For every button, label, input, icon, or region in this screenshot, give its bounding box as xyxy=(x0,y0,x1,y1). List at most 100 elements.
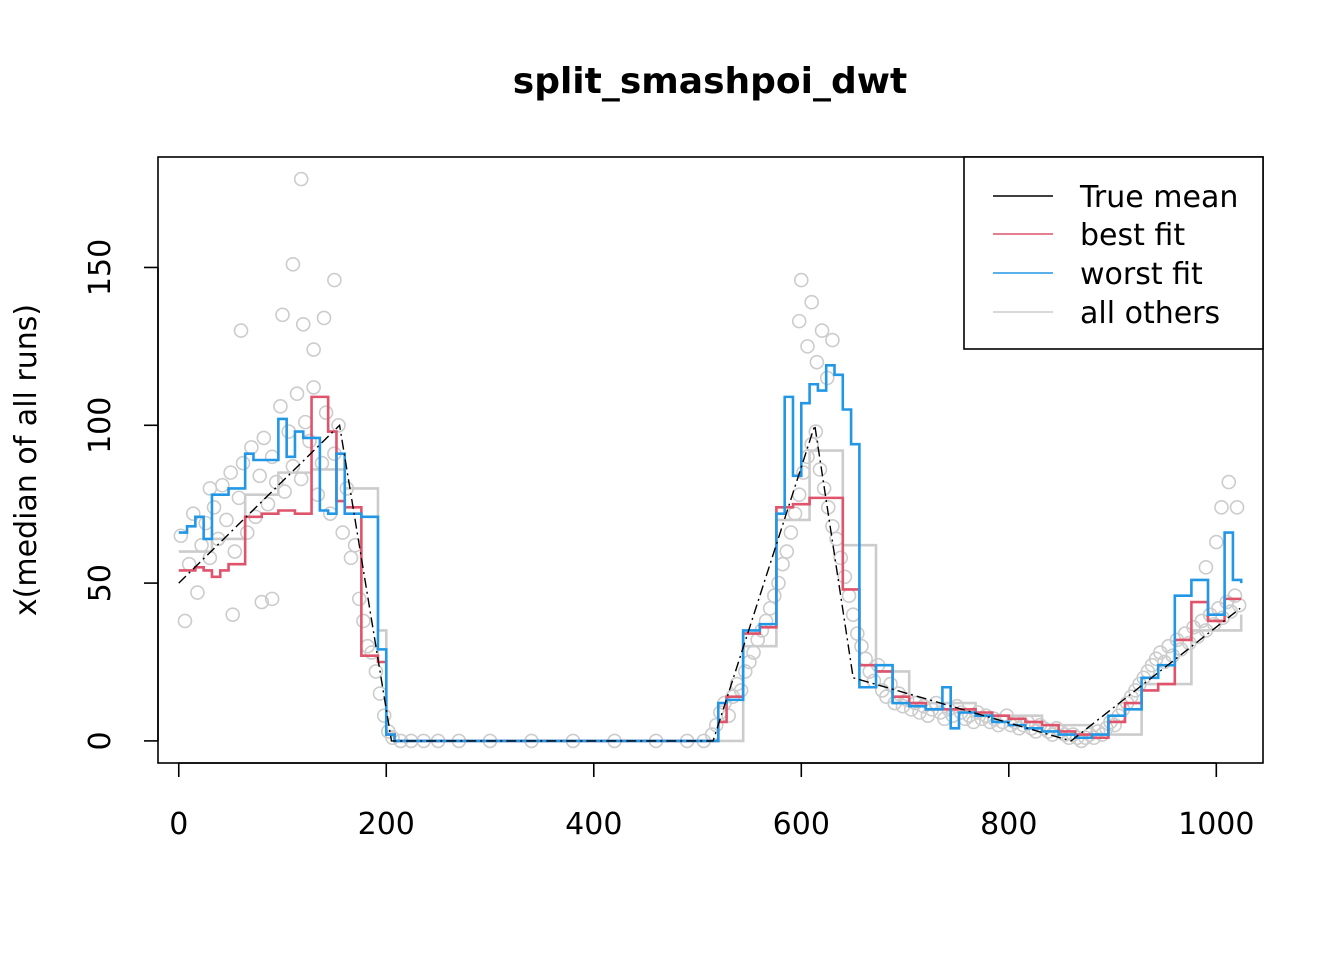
x-tick-label: 400 xyxy=(565,807,622,842)
data-point xyxy=(306,342,321,357)
data-point xyxy=(331,417,346,433)
data-point xyxy=(335,525,350,540)
series-line-worst-fit xyxy=(178,364,1243,743)
y-tick-label: 100 xyxy=(83,397,118,454)
data-point xyxy=(185,506,201,521)
data-point xyxy=(845,607,861,622)
chart-title: split_smashpoi_dwt xyxy=(513,61,907,102)
data-point xyxy=(223,465,238,480)
data-point xyxy=(194,537,209,553)
data-point xyxy=(837,569,853,585)
data-point xyxy=(298,414,313,430)
data-point xyxy=(173,528,189,544)
data-point xyxy=(737,664,753,679)
legend: True mean best fit worst fit all others xyxy=(963,156,1264,350)
x-tick-label: 0 xyxy=(169,807,188,842)
data-point xyxy=(198,515,214,531)
data-point xyxy=(966,714,981,730)
data-point xyxy=(809,354,825,370)
y-tick-label: 50 xyxy=(83,564,118,602)
data-point xyxy=(275,307,290,323)
series-line-all-others xyxy=(178,449,1243,743)
data-point xyxy=(268,474,284,490)
data-point xyxy=(1209,534,1224,550)
data-point xyxy=(302,433,317,449)
legend-label-worst-fit: worst fit xyxy=(1080,257,1203,292)
data-point xyxy=(351,591,367,607)
y-axis-label: x(median of all runs) xyxy=(9,304,44,616)
data-point xyxy=(177,613,193,629)
data-point xyxy=(314,455,330,471)
x-tick-label: 800 xyxy=(980,807,1037,842)
data-point xyxy=(814,323,830,338)
legend-label-true-mean: True mean xyxy=(1079,180,1238,215)
data-point xyxy=(215,477,230,493)
y-tick-label: 0 xyxy=(83,731,118,750)
data-point xyxy=(289,386,305,402)
data-point xyxy=(804,294,819,310)
series-line-true-mean xyxy=(178,423,1241,742)
x-tick-label: 1000 xyxy=(1178,807,1254,842)
data-point xyxy=(264,591,280,607)
data-point xyxy=(254,594,270,610)
data-point xyxy=(306,380,321,395)
data-point xyxy=(721,708,736,723)
data-point xyxy=(762,601,778,616)
data-point xyxy=(1229,500,1245,515)
legend-label-best-fit: best fit xyxy=(1080,218,1185,253)
data-point xyxy=(233,323,249,338)
data-point xyxy=(256,430,272,446)
data-point xyxy=(376,708,392,723)
series-line-best-fit xyxy=(178,395,1242,743)
data-point xyxy=(239,525,255,540)
data-point xyxy=(787,506,803,521)
data-point xyxy=(850,626,865,641)
data-point xyxy=(779,544,795,559)
data-point xyxy=(1198,560,1214,575)
data-point xyxy=(277,484,292,499)
data-point xyxy=(1214,500,1229,515)
data-point xyxy=(858,651,873,667)
y-axis: 0 50 100 150 xyxy=(83,239,159,750)
y-tick-label: 150 xyxy=(83,239,118,296)
data-point xyxy=(775,556,790,572)
data-point xyxy=(800,339,815,354)
data-point xyxy=(293,171,309,187)
data-point xyxy=(219,512,234,528)
data-point xyxy=(808,424,824,439)
data-point xyxy=(804,436,819,452)
data-point xyxy=(295,316,311,332)
data-point xyxy=(708,717,724,733)
data-point xyxy=(202,481,218,496)
data-point xyxy=(771,575,786,591)
data-point xyxy=(783,525,799,540)
data-point xyxy=(225,607,241,622)
x-axis: 0 200 400 600 800 1000 xyxy=(169,762,1254,842)
data-point xyxy=(227,544,243,559)
data-point xyxy=(327,272,342,288)
legend-label-all-others: all others xyxy=(1080,296,1220,331)
data-point xyxy=(791,487,807,503)
data-point xyxy=(316,310,332,326)
data-point xyxy=(825,332,840,348)
data-point xyxy=(206,500,222,515)
data-point xyxy=(825,518,840,534)
data-point xyxy=(318,405,334,420)
data-point xyxy=(235,455,251,471)
data-point xyxy=(260,496,276,512)
data-point xyxy=(252,468,267,484)
data-point xyxy=(841,588,857,604)
data-point xyxy=(264,449,280,465)
data-point xyxy=(816,481,832,496)
series-lines xyxy=(178,364,1243,743)
data-point xyxy=(281,424,297,439)
data-point xyxy=(1227,588,1243,604)
data-point xyxy=(244,440,259,455)
data-point xyxy=(190,585,205,600)
data-point xyxy=(356,613,371,629)
legend-box xyxy=(963,156,1264,350)
x-tick-label: 600 xyxy=(773,807,830,842)
data-point xyxy=(793,272,809,288)
data-point xyxy=(812,462,828,477)
